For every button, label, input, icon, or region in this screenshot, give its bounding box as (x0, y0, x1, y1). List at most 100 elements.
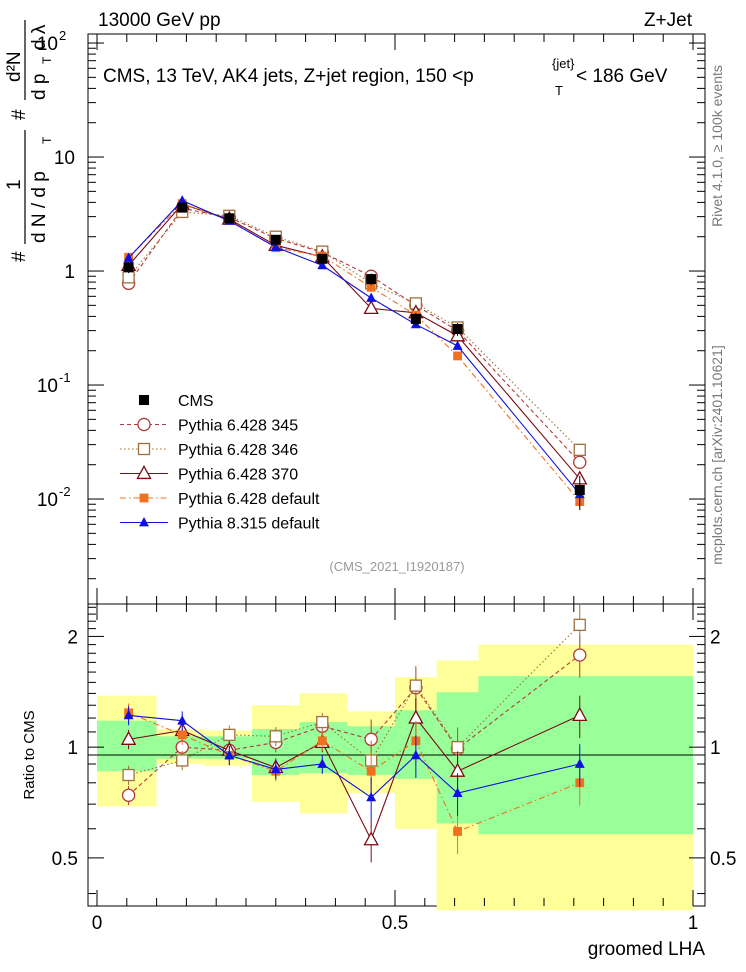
ratio-point-1 (409, 679, 423, 692)
ratio-point-3 (177, 730, 187, 740)
ratio-point-4 (410, 749, 421, 760)
chart-title-sup: {jet} (552, 56, 575, 71)
ratio-point-1 (122, 768, 135, 782)
y-tick-label: 1 (64, 262, 75, 283)
ratio-point-4 (452, 787, 463, 797)
ratio-point-2 (120, 730, 137, 745)
ratio-point-4 (270, 763, 281, 774)
ylabel-hash-2: # (9, 109, 30, 120)
series-point-4 (452, 340, 463, 350)
y-tick-label: 10 (37, 490, 58, 511)
ratio-point-4 (123, 709, 134, 720)
x-tick-label: 1 (688, 913, 699, 934)
ratio-band-inner (97, 720, 157, 772)
legend: CMS Pythia 6.428 345 Pythia 6.428 346 Pythi… (120, 393, 320, 533)
series-point-0 (573, 455, 587, 469)
data-point (366, 274, 377, 285)
y-tick-label-exponent: -1 (59, 370, 71, 385)
ratio-line-0 (128, 654, 581, 796)
data-point (317, 253, 328, 264)
upper-y-axis-label: # 1 d N / d p T # d²N d p T d λ (4, 20, 54, 262)
data-point (452, 324, 463, 335)
chart-title: CMS, 13 TeV, AK4 jets, Z+jet region, 150… (103, 56, 668, 98)
series-point-4 (270, 241, 281, 251)
ratio-y-axis-label: Ratio to CMS (21, 710, 38, 799)
process-label: Z+Jet (644, 10, 693, 31)
legend-label: Pythia 8.315 default (178, 516, 320, 533)
series-point-4 (317, 259, 328, 270)
ratio-point-1 (316, 715, 329, 729)
ratio-point-1 (269, 730, 282, 743)
ratio-point-1 (451, 741, 464, 754)
legend-marker (137, 442, 151, 456)
legend-marker (139, 493, 149, 503)
energy-label: 13000 GeV pp (98, 10, 221, 31)
series-point-4 (123, 252, 134, 262)
ratio-tick-label: 1 (67, 738, 78, 759)
legend-marker (139, 517, 149, 527)
legend-marker (139, 395, 149, 405)
ylabel-dl: d λ (29, 24, 50, 50)
ratio-point-0 (573, 648, 587, 662)
ylabel-dndpt: d N / d p (29, 171, 50, 243)
ratio-point-4 (574, 758, 585, 768)
ratio-series-group (120, 605, 588, 863)
series-point-1 (122, 271, 135, 284)
ratio-point-3 (453, 827, 462, 836)
series-line-2 (128, 203, 581, 480)
ratio-uncertainty-bands (97, 644, 693, 911)
data-point (224, 213, 235, 224)
ratio-tick-label: 0.5 (52, 849, 78, 870)
y-tick-label-exponent: 2 (59, 28, 66, 43)
series-point-4 (366, 292, 377, 302)
x-tick-label: 0 (92, 913, 103, 934)
ratio-point-1 (223, 728, 236, 742)
ylabel-dpt: d p (29, 74, 50, 100)
ratio-tick-label-right: 0.5 (710, 849, 736, 870)
x-axis: 0 0.5 1 (92, 34, 699, 934)
x-axis-label: groomed LHA (588, 939, 706, 960)
ratio-line-3 (128, 712, 580, 833)
series-point-2 (363, 299, 379, 315)
chart-title-tail: < 186 GeV (576, 66, 668, 87)
data-point (177, 202, 188, 213)
legend-label: Pythia 6.428 default (178, 491, 320, 508)
y-tick-label: 10 (37, 376, 58, 397)
data-point (270, 234, 281, 245)
legend-label: CMS (178, 393, 214, 410)
mcplots-label: mcplots.cern.ch [arXiv:2401.10621] (709, 345, 725, 564)
series-point-4 (177, 195, 188, 205)
ratio-y-axis: 0.5 0.5 1 1 2 2 (52, 606, 736, 895)
y-tick-label-exponent: -2 (59, 484, 71, 499)
ratio-point-4 (317, 758, 328, 768)
ratio-tick-label-right: 1 (710, 738, 721, 759)
ratio-point-1 (176, 754, 189, 767)
ratio-point-4 (177, 715, 188, 725)
rivet-version-label: Rivet 4.1.0, ≥ 100k events (709, 65, 725, 227)
ratio-point-3 (317, 736, 327, 746)
ratio-point-2 (363, 831, 379, 846)
ratio-point-1 (573, 618, 586, 632)
ratio-point-4 (366, 791, 377, 802)
legend-label: Pythia 6.428 345 (178, 418, 298, 435)
legend-marker (136, 464, 152, 480)
series-point-3 (366, 282, 376, 292)
ratio-tick-label-right: 2 (710, 627, 721, 648)
series-line-1 (128, 211, 581, 451)
legend-marker (137, 417, 151, 432)
ylabel-d2n: d²N (4, 51, 25, 82)
ratio-point-4 (224, 749, 235, 760)
analysis-id: (CMS_2021_I1920187) (329, 559, 464, 574)
y-tick-label: 10 (37, 34, 58, 55)
data-point (574, 485, 585, 495)
ylabel-hash-1: # (9, 251, 30, 262)
x-tick-label: 0.5 (382, 913, 408, 934)
chart-title-main: CMS, 13 TeV, AK4 jets, Z+jet region, 150… (103, 66, 474, 87)
ylabel-t-2: T (40, 56, 54, 64)
series-point-1 (573, 443, 586, 457)
ratio-point-0 (121, 788, 136, 802)
series-point-3 (453, 351, 462, 361)
chart-title-sub: T (555, 83, 563, 98)
